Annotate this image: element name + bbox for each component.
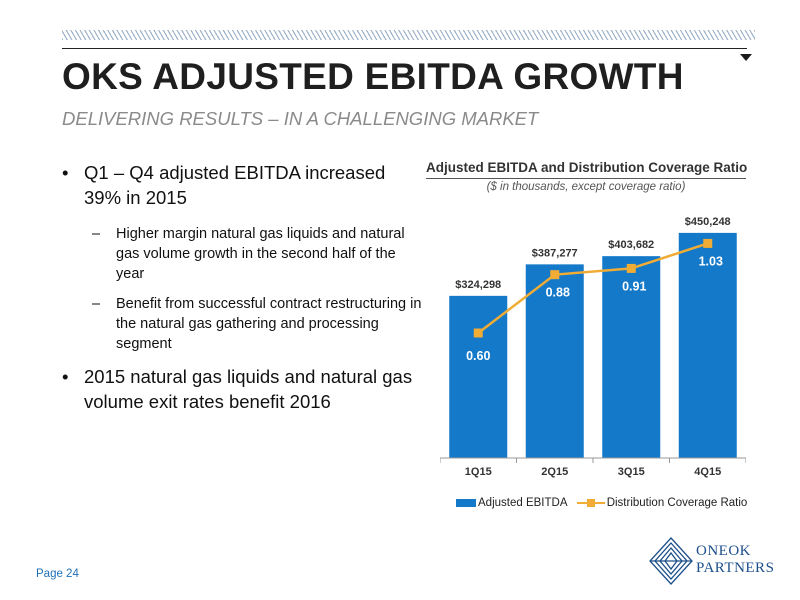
sub-bullet-dash: – bbox=[92, 296, 101, 312]
legend-line-swatch bbox=[576, 499, 605, 507]
sub-bullet-text: Higher margin natural gas liquids and na… bbox=[116, 226, 405, 282]
coverage-ratio-marker bbox=[626, 263, 636, 273]
bar-value-label: $324,298 bbox=[455, 279, 501, 291]
bullet-item: • Q1 – Q4 adjusted EBITDA increased 39% … bbox=[62, 160, 422, 210]
coverage-ratio-label: 0.91 bbox=[622, 279, 646, 293]
logo-line-2: PARTNERS bbox=[696, 560, 775, 576]
bullet-dot: • bbox=[62, 366, 69, 387]
chart-legend: Adjusted EBITDA Distribution Coverage Ra… bbox=[456, 497, 753, 510]
bar-value-label: $450,248 bbox=[685, 216, 731, 228]
header-divider bbox=[62, 48, 747, 49]
x-tick-label: 2Q15 bbox=[541, 466, 568, 478]
legend-item-coverage: Distribution Coverage Ratio bbox=[576, 497, 748, 509]
chart-subtitle: ($ in thousands, except coverage ratio) bbox=[486, 181, 686, 193]
ebitda-coverage-chart: $324,298 1Q15 $387,277 2Q15 $403,682 3Q15 $450… bbox=[440, 198, 746, 478]
coverage-ratio-label: 0.60 bbox=[466, 349, 490, 363]
oneok-logo-icon bbox=[649, 537, 693, 585]
bar-adjusted-ebitda bbox=[449, 295, 508, 458]
bullet-text: 2015 natural gas liquids and natural gas… bbox=[84, 366, 413, 412]
chart-title: Adjusted EBITDA and Distribution Coverag… bbox=[426, 160, 748, 175]
legend-label-ebitda: Adjusted EBITDA bbox=[478, 497, 568, 509]
header-hatch-band bbox=[62, 30, 755, 40]
x-tick-label: 3Q15 bbox=[618, 466, 645, 478]
chart-title-rule bbox=[426, 178, 746, 179]
coverage-ratio-marker bbox=[703, 238, 713, 248]
sub-bullet-item: – Benefit from successful contract restr… bbox=[62, 294, 422, 354]
page-subtitle: DELIVERING RESULTS – IN A CHALLENGING MA… bbox=[62, 108, 539, 129]
sub-bullet-dash: – bbox=[92, 226, 101, 242]
logo-line-1: ONEOK bbox=[696, 543, 751, 559]
bar-value-label: $403,682 bbox=[608, 239, 654, 251]
bullet-dot: • bbox=[62, 162, 69, 183]
sub-bullet-text: Benefit from successful contract restruc… bbox=[116, 296, 422, 352]
sub-bullet-item: – Higher margin natural gas liquids and … bbox=[62, 224, 422, 284]
coverage-ratio-label: 0.88 bbox=[546, 286, 570, 300]
legend-label-coverage: Distribution Coverage Ratio bbox=[606, 497, 748, 509]
bullet-item: • 2015 natural gas liquids and natural g… bbox=[62, 364, 422, 414]
logo-wordmark: ONEOK PARTNERS bbox=[696, 543, 774, 577]
page-number: Page 24 bbox=[36, 568, 79, 580]
legend-bar-swatch bbox=[456, 499, 476, 507]
bar-value-label: $387,277 bbox=[532, 247, 578, 259]
coverage-ratio-line bbox=[477, 242, 709, 334]
bullet-list: • Q1 – Q4 adjusted EBITDA increased 39% … bbox=[62, 160, 422, 428]
legend-item-ebitda: Adjusted EBITDA bbox=[456, 497, 567, 509]
bullet-text: Q1 – Q4 adjusted EBITDA increased 39% in… bbox=[84, 162, 386, 208]
bar-adjusted-ebitda bbox=[678, 232, 737, 458]
coverage-ratio-marker bbox=[550, 270, 560, 280]
page-title: OKS ADJUSTED EBITDA GROWTH bbox=[62, 56, 684, 97]
coverage-ratio-marker bbox=[473, 328, 483, 338]
triangle-marker-icon bbox=[740, 54, 752, 61]
x-tick-label: 4Q15 bbox=[694, 466, 721, 478]
bar-adjusted-ebitda bbox=[602, 256, 661, 458]
coverage-ratio-label: 1.03 bbox=[699, 254, 723, 268]
x-tick-label: 1Q15 bbox=[465, 466, 492, 478]
bar-adjusted-ebitda bbox=[525, 264, 584, 458]
